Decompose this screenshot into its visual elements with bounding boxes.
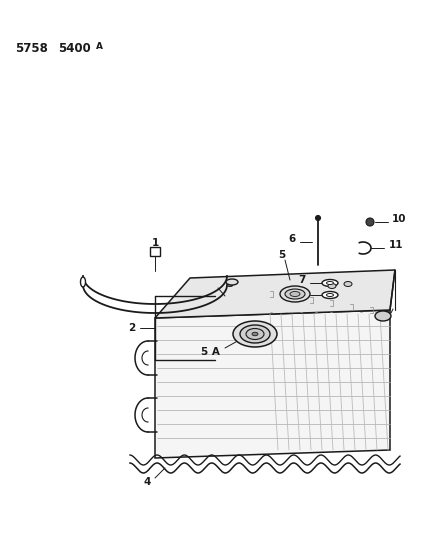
Text: 9: 9 bbox=[384, 311, 390, 321]
Ellipse shape bbox=[375, 311, 391, 321]
Ellipse shape bbox=[233, 321, 277, 347]
Ellipse shape bbox=[280, 286, 310, 302]
Text: 8: 8 bbox=[299, 287, 305, 297]
Ellipse shape bbox=[366, 218, 374, 226]
Ellipse shape bbox=[326, 294, 333, 296]
Ellipse shape bbox=[252, 332, 258, 336]
Text: 3: 3 bbox=[227, 279, 234, 289]
Text: 5 A: 5 A bbox=[201, 347, 220, 357]
Ellipse shape bbox=[290, 292, 300, 296]
Text: 1: 1 bbox=[151, 238, 159, 248]
Ellipse shape bbox=[246, 328, 264, 340]
Ellipse shape bbox=[81, 277, 85, 287]
Ellipse shape bbox=[315, 215, 320, 221]
Ellipse shape bbox=[326, 281, 333, 285]
Text: 6: 6 bbox=[288, 234, 296, 244]
Text: 11: 11 bbox=[389, 240, 403, 250]
Ellipse shape bbox=[285, 289, 305, 299]
Polygon shape bbox=[155, 270, 395, 318]
Ellipse shape bbox=[322, 279, 338, 287]
Bar bbox=[150, 247, 160, 256]
Text: 2: 2 bbox=[128, 323, 136, 333]
Ellipse shape bbox=[328, 284, 336, 288]
Text: A: A bbox=[96, 42, 103, 51]
Ellipse shape bbox=[240, 325, 270, 343]
Text: 5: 5 bbox=[278, 250, 286, 260]
Ellipse shape bbox=[226, 279, 238, 285]
Text: 5400: 5400 bbox=[58, 42, 91, 55]
Text: 10: 10 bbox=[392, 214, 406, 224]
Ellipse shape bbox=[322, 292, 338, 298]
Ellipse shape bbox=[344, 281, 352, 287]
Text: 4: 4 bbox=[143, 477, 151, 487]
Text: 7: 7 bbox=[298, 275, 306, 285]
Polygon shape bbox=[155, 310, 390, 458]
Text: 5758: 5758 bbox=[15, 42, 48, 55]
